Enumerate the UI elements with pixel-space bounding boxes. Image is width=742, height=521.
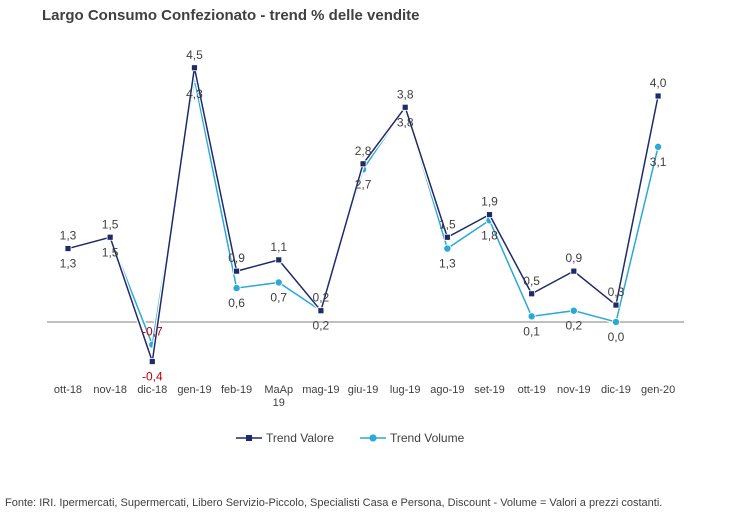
data-label: 1,8 (481, 228, 498, 242)
x-tick-layer: ott-18 nov-18 dic-18 gen-19 feb-19 MaAp 19 mag-… (54, 384, 675, 409)
source-footnote: Fonte: IRI. Ipermercati, Supermercati, L… (5, 497, 663, 509)
data-point (443, 244, 452, 253)
data-point (232, 284, 241, 293)
data-point (443, 233, 451, 241)
data-label: 1,3 (60, 229, 77, 243)
data-label: 1,3 (60, 257, 77, 271)
data-label: 1,1 (270, 240, 287, 254)
data-point (486, 211, 493, 219)
data-label: -0,7 (142, 325, 163, 339)
x-tick-label: feb-19 (221, 384, 252, 396)
data-label: 1,5 (102, 217, 119, 231)
x-tick-label: ott-18 (54, 384, 82, 396)
data-label: 0,0 (608, 330, 625, 344)
data-label: 0,6 (228, 296, 245, 310)
data-label: 3,8 (397, 115, 414, 129)
x-tick-label: ott-19 (518, 384, 546, 396)
data-label: 0,3 (608, 285, 625, 299)
x-tick-label: gen-20 (641, 384, 675, 396)
data-label: 2,8 (355, 144, 372, 158)
data-point (611, 317, 620, 326)
legend-marker (369, 434, 377, 442)
legend-label: Trend Volume (390, 431, 465, 445)
data-label-layer: 1,3 1,3 1,5 1,5 -0,7 -0,4 4,5 4,3 0,9 0,6 1,1 0,7 0,… (60, 48, 667, 384)
data-label: -0,4 (142, 370, 163, 384)
x-tick-label: lug-19 (390, 384, 421, 396)
data-label: 0,2 (313, 291, 330, 305)
data-label: 0,2 (565, 319, 582, 333)
data-label: 0,1 (523, 324, 540, 338)
data-label: 3,8 (397, 87, 414, 101)
x-tick-label: MaAp 19 (264, 384, 293, 409)
series-layer (64, 64, 663, 365)
x-tick-label: set-19 (474, 384, 505, 396)
x-tick-label: dic-18 (137, 384, 167, 396)
data-label: 4,0 (650, 76, 667, 90)
data-label: 1,3 (439, 257, 456, 271)
data-point (148, 358, 156, 365)
legend-label: Trend Valore (266, 431, 334, 445)
data-label: 1,9 (481, 195, 498, 209)
data-label: 1,5 (102, 245, 119, 259)
data-point (570, 267, 578, 275)
data-label: 3,1 (650, 155, 667, 169)
legend-marker (246, 435, 252, 441)
data-point (654, 142, 663, 151)
data-label: 0,7 (270, 290, 287, 304)
data-label: 0,9 (228, 251, 245, 265)
data-point (359, 160, 367, 168)
x-tick-label: gen-19 (177, 384, 211, 396)
data-label: 4,5 (186, 48, 203, 62)
data-point (654, 92, 662, 100)
x-tick-label: ago-19 (430, 384, 464, 396)
x-tick-label: nov-19 (557, 384, 591, 396)
data-point (274, 278, 283, 287)
data-point (612, 301, 620, 309)
data-point (64, 245, 72, 252)
data-point (401, 103, 409, 111)
data-label: 0,2 (313, 319, 330, 333)
data-point (106, 233, 114, 241)
data-point (233, 267, 241, 275)
data-point (569, 306, 578, 315)
chart-title: Largo Consumo Confezionato - trend % del… (42, 7, 420, 24)
x-tick-label: giu-19 (348, 384, 379, 396)
data-label: 0,5 (523, 274, 540, 288)
x-tick-label: mag-19 (302, 384, 339, 396)
data-label: 0,9 (565, 251, 582, 265)
series-halo (67, 78, 661, 353)
data-point (191, 64, 198, 72)
x-tick-label: dic-19 (601, 384, 631, 396)
data-label: 4,3 (186, 87, 203, 101)
x-tick-label: nov-18 (93, 384, 127, 396)
legend: Trend Valore Trend Volume (236, 431, 465, 445)
data-label: 2,7 (355, 177, 372, 191)
data-label: 1,5 (439, 217, 456, 231)
data-point (275, 256, 283, 264)
data-point (528, 290, 536, 298)
series-line-trend-volume (67, 78, 659, 348)
data-point (317, 307, 325, 315)
data-point (527, 312, 536, 321)
